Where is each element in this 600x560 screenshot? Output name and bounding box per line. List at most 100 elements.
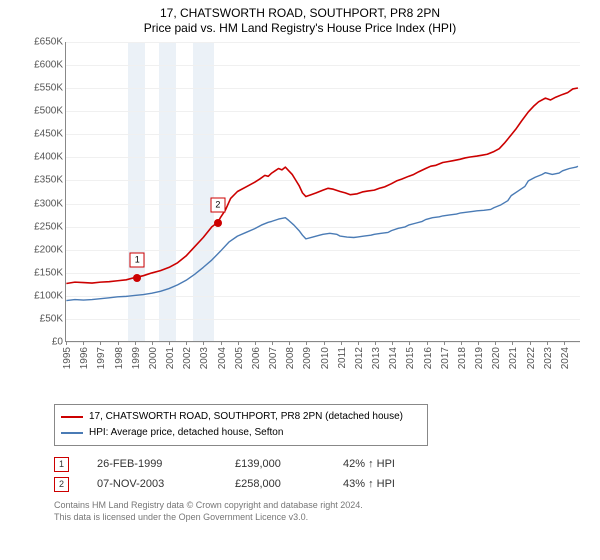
- x-tick-label: 2008: [285, 347, 296, 369]
- x-tick: [289, 341, 290, 345]
- x-tick-label: 2011: [337, 347, 348, 369]
- y-tick-label: £600K: [34, 60, 63, 71]
- x-tick: [392, 341, 393, 345]
- x-tick-label: 2023: [543, 347, 554, 369]
- sale-marker-label: 2: [210, 197, 225, 212]
- table-row: 1 26-FEB-1999 £139,000 42% ↑ HPI: [54, 454, 590, 474]
- chart-area: £0 £50K £100K £150K £200K £250K £300K £350K £400…: [20, 42, 580, 372]
- y-tick-label: £300K: [34, 198, 63, 209]
- legend-item: HPI: Average price, detached house, Seft…: [61, 425, 421, 441]
- marker-badge: 2: [54, 477, 69, 492]
- title-line-1: 17, CHATSWORTH ROAD, SOUTHPORT, PR8 2PN: [10, 6, 590, 21]
- x-tick-label: 2022: [526, 347, 537, 369]
- x-tick: [409, 341, 410, 345]
- y-tick-label: £250K: [34, 221, 63, 232]
- x-tick-label: 2000: [148, 347, 159, 369]
- x-tick: [186, 341, 187, 345]
- x-tick-label: 2021: [508, 347, 519, 369]
- line-svg: [66, 42, 580, 341]
- y-tick-label: £0: [52, 337, 63, 348]
- x-tick-label: 1997: [96, 347, 107, 369]
- footer-line-2: This data is licensed under the Open Gov…: [54, 512, 590, 524]
- sales-table: 1 26-FEB-1999 £139,000 42% ↑ HPI 2 07-NO…: [54, 454, 590, 494]
- y-tick-label: £100K: [34, 290, 63, 301]
- x-tick-label: 2012: [354, 347, 365, 369]
- x-tick: [221, 341, 222, 345]
- x-tick: [427, 341, 428, 345]
- x-tick: [461, 341, 462, 345]
- y-tick-label: £450K: [34, 129, 63, 140]
- sale-marker-label: 1: [130, 252, 145, 267]
- x-tick: [152, 341, 153, 345]
- x-tick-label: 2006: [251, 347, 262, 369]
- x-tick: [564, 341, 565, 345]
- y-tick-label: £350K: [34, 175, 63, 186]
- x-tick: [495, 341, 496, 345]
- x-tick-label: 1998: [114, 347, 125, 369]
- x-tick-label: 2018: [457, 347, 468, 369]
- x-tick: [306, 341, 307, 345]
- x-tick-label: 1995: [62, 347, 73, 369]
- x-tick-label: 2007: [268, 347, 279, 369]
- series-line: [66, 166, 578, 300]
- y-axis: £0£50K£100K£150K£200K£250K£300K£350K£400…: [20, 42, 65, 342]
- plot-region: 1995199619971998199920002001200220032004…: [65, 42, 580, 342]
- x-tick-label: 2004: [217, 347, 228, 369]
- x-tick: [100, 341, 101, 345]
- chart-container: 17, CHATSWORTH ROAD, SOUTHPORT, PR8 2PN …: [0, 0, 600, 560]
- legend-box: 17, CHATSWORTH ROAD, SOUTHPORT, PR8 2PN …: [54, 404, 428, 446]
- x-tick-label: 2005: [234, 347, 245, 369]
- x-tick: [66, 341, 67, 345]
- x-tick-label: 2002: [182, 347, 193, 369]
- x-tick: [530, 341, 531, 345]
- y-tick-label: £550K: [34, 83, 63, 94]
- table-row: 2 07-NOV-2003 £258,000 43% ↑ HPI: [54, 474, 590, 494]
- x-tick: [341, 341, 342, 345]
- x-tick: [135, 341, 136, 345]
- x-tick-label: 2013: [371, 347, 382, 369]
- x-tick: [203, 341, 204, 345]
- legend-label: 17, CHATSWORTH ROAD, SOUTHPORT, PR8 2PN …: [89, 409, 403, 425]
- y-tick-label: £50K: [40, 313, 63, 324]
- chart-title: 17, CHATSWORTH ROAD, SOUTHPORT, PR8 2PN …: [10, 6, 590, 36]
- legend-swatch: [61, 432, 83, 434]
- title-line-2: Price paid vs. HM Land Registry's House …: [10, 21, 590, 36]
- x-tick-label: 2024: [560, 347, 571, 369]
- x-tick: [169, 341, 170, 345]
- sale-date: 26-FEB-1999: [97, 454, 207, 474]
- y-tick-label: £200K: [34, 244, 63, 255]
- x-tick-label: 2015: [405, 347, 416, 369]
- x-tick-label: 2003: [199, 347, 210, 369]
- x-tick-label: 1999: [131, 347, 142, 369]
- y-tick-label: £500K: [34, 106, 63, 117]
- sale-marker-dot: [133, 274, 141, 282]
- x-tick-label: 2014: [388, 347, 399, 369]
- y-tick-label: £400K: [34, 152, 63, 163]
- legend-swatch: [61, 416, 83, 418]
- x-tick-label: 2017: [440, 347, 451, 369]
- sale-pct: 42% ↑ HPI: [343, 454, 433, 474]
- x-tick: [512, 341, 513, 345]
- x-tick-label: 2009: [302, 347, 313, 369]
- footer-line-1: Contains HM Land Registry data © Crown c…: [54, 500, 590, 512]
- x-tick: [375, 341, 376, 345]
- x-tick: [255, 341, 256, 345]
- x-tick: [444, 341, 445, 345]
- footer-attribution: Contains HM Land Registry data © Crown c…: [54, 500, 590, 523]
- sale-marker-dot: [214, 219, 222, 227]
- legend-label: HPI: Average price, detached house, Seft…: [89, 425, 283, 441]
- y-tick-label: £650K: [34, 37, 63, 48]
- x-tick-label: 2001: [165, 347, 176, 369]
- x-tick-label: 2016: [423, 347, 434, 369]
- x-tick: [358, 341, 359, 345]
- legend-item: 17, CHATSWORTH ROAD, SOUTHPORT, PR8 2PN …: [61, 409, 421, 425]
- y-tick-label: £150K: [34, 267, 63, 278]
- x-tick: [324, 341, 325, 345]
- x-tick-label: 1996: [79, 347, 90, 369]
- sale-date: 07-NOV-2003: [97, 474, 207, 494]
- sale-price: £139,000: [235, 454, 315, 474]
- x-tick: [478, 341, 479, 345]
- x-tick: [118, 341, 119, 345]
- x-tick: [83, 341, 84, 345]
- sale-pct: 43% ↑ HPI: [343, 474, 433, 494]
